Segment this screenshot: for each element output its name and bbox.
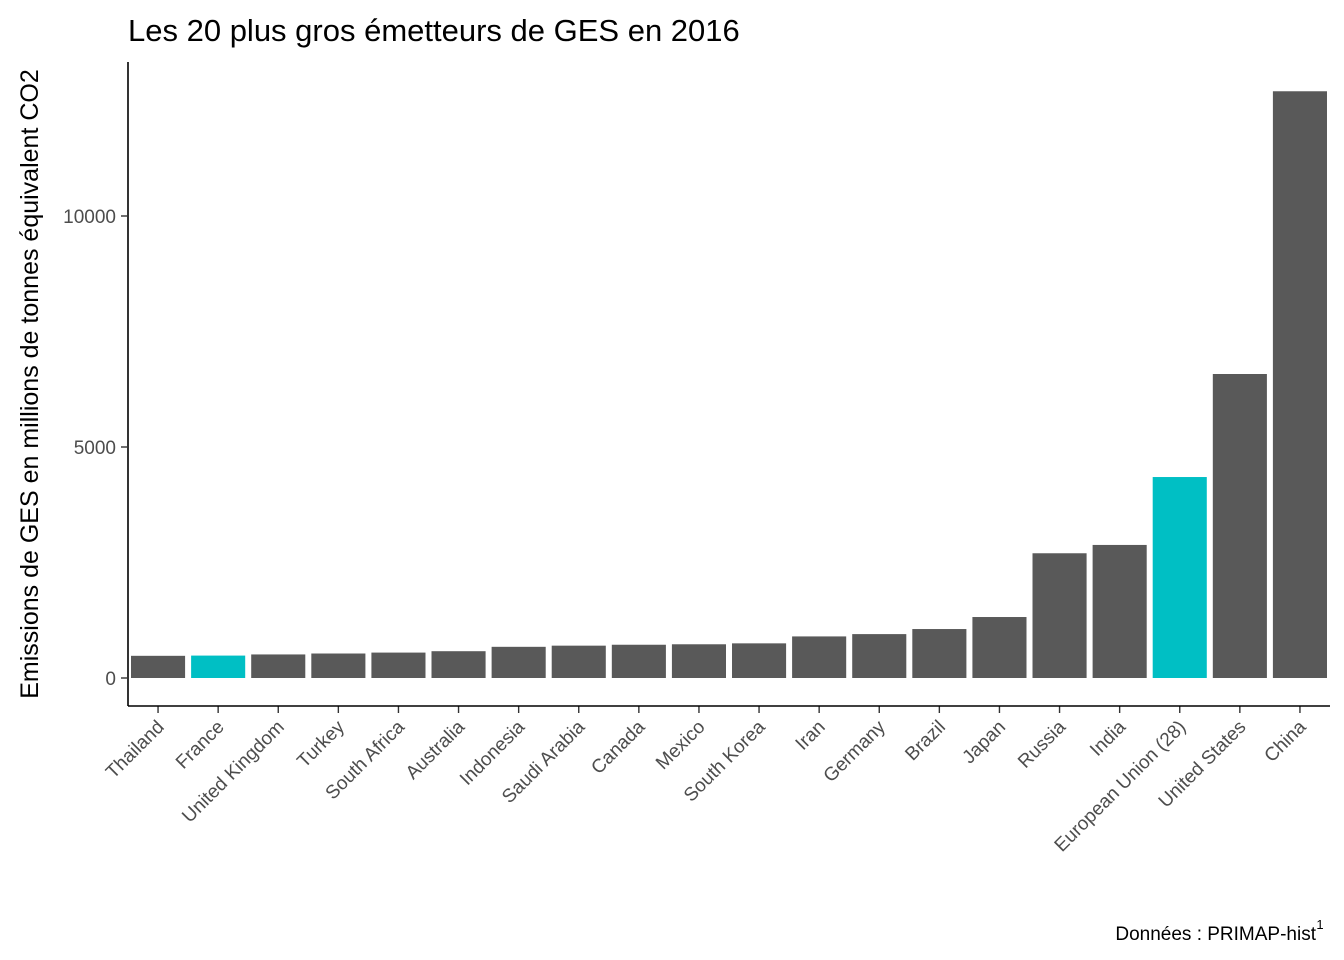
y-axis: 0 5000 10000	[63, 62, 129, 706]
chart-title: Les 20 plus gros émetteurs de GES en 201…	[128, 13, 740, 48]
x-tick-label: Mexico	[652, 717, 709, 774]
y-tick-label: 5000	[74, 438, 116, 459]
bar-united-kingdom	[251, 654, 306, 678]
bar-south-africa	[371, 652, 426, 678]
bar-russia	[1032, 553, 1087, 678]
x-tick-label: Iran	[792, 717, 830, 755]
bar-thailand	[131, 655, 186, 678]
x-tick-label: France	[172, 717, 229, 774]
bar-turkey	[311, 653, 366, 678]
bar-australia	[431, 651, 486, 678]
y-tick-label: 10000	[63, 207, 116, 228]
data-source-caption: Données : PRIMAP-hist	[1115, 924, 1316, 945]
bar-germany	[852, 634, 907, 678]
bars-group	[131, 91, 1327, 678]
x-tick-label: Turkey	[293, 716, 349, 772]
x-tick-label: Canada	[587, 716, 649, 778]
bar-iran	[792, 636, 847, 678]
y-axis-label: Emissions de GES en millions de tonnes é…	[16, 69, 44, 699]
x-tick-label: Germany	[820, 716, 890, 786]
x-tick-label: United Kingdom	[178, 717, 288, 827]
bar-united-states	[1212, 374, 1267, 678]
bar-brazil	[912, 629, 967, 678]
caption-superscript: 1	[1316, 917, 1323, 932]
bar-mexico	[671, 644, 726, 678]
x-tick-label: Brazil	[901, 717, 949, 765]
x-tick-label: Japan	[959, 717, 1010, 768]
x-tick-label: India	[1086, 716, 1130, 760]
bar-saudi-arabia	[551, 645, 606, 678]
bar-canada	[611, 644, 666, 678]
bar-india	[1092, 544, 1147, 678]
x-tick-label: China	[1261, 716, 1311, 766]
x-tick-label: Russia	[1014, 716, 1070, 772]
bar-france	[191, 655, 246, 678]
bar-indonesia	[491, 646, 546, 678]
y-tick-label: 0	[105, 669, 116, 690]
bar-japan	[972, 617, 1027, 678]
x-tick-label: Thailand	[102, 717, 168, 783]
bar-china	[1272, 91, 1327, 678]
bar-european-union-28	[1152, 477, 1207, 678]
bar-south-korea	[732, 643, 787, 678]
